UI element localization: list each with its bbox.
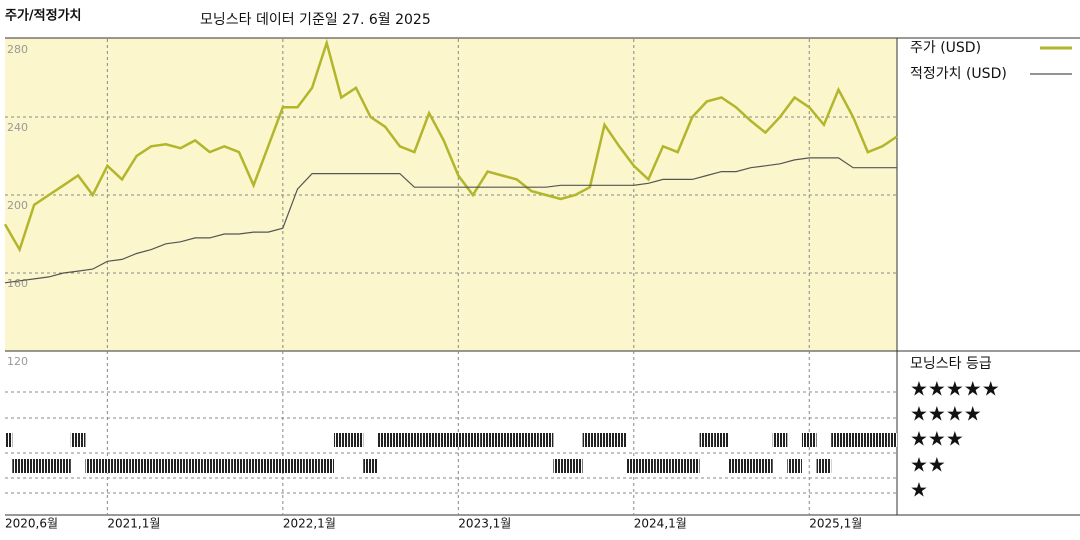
- rating-bar: [421, 433, 437, 447]
- rating-bar: [772, 433, 788, 447]
- rating-bar: [363, 459, 378, 473]
- legend-label: 주가 (USD): [910, 40, 981, 56]
- x-tick-label: 2020,6월: [5, 517, 58, 531]
- rating-bar: [173, 459, 188, 473]
- series-line: [3, 38, 898, 253]
- rating-bar: [728, 459, 744, 473]
- rating-bar: [290, 459, 305, 473]
- rating-bar: [304, 459, 320, 473]
- y-tick-label: 120: [7, 355, 28, 368]
- rating-bar: [114, 459, 130, 473]
- rating-bar: [348, 433, 364, 447]
- x-tick-label: 2023,1월: [458, 517, 511, 531]
- rating-bar: [158, 459, 174, 473]
- rating-bar: [801, 433, 817, 447]
- y-tick-label: 200: [7, 199, 28, 212]
- rating-bar: [655, 459, 671, 473]
- rating-bar: [260, 459, 276, 473]
- rating-bar: [860, 433, 876, 447]
- rating-bar: [597, 433, 612, 447]
- rating-bar: [816, 459, 832, 473]
- rating-bar: [12, 459, 27, 473]
- rating-bar: [845, 433, 861, 447]
- rating-bar: [246, 459, 261, 473]
- legend-label: 적정가치 (USD): [910, 66, 1007, 82]
- rating-level: ★★★★: [910, 402, 982, 426]
- y-tick-label: 160: [7, 277, 28, 290]
- rating-bar: [319, 459, 335, 473]
- rating-level: ★★★★★: [910, 377, 1000, 401]
- rating-bar: [392, 433, 408, 447]
- x-tick-label: 2021,1월: [107, 517, 160, 531]
- rating-bar: [100, 459, 115, 473]
- rating-bar: [407, 433, 422, 447]
- x-tick-label: 2022,1월: [283, 517, 336, 531]
- rating-bar: [641, 459, 656, 473]
- rating-bar: [758, 459, 773, 473]
- y-tick-label: 280: [7, 43, 28, 56]
- rating-bar: [494, 433, 510, 447]
- x-tick-label: 2025,1월: [809, 517, 862, 531]
- rating-bar: [5, 433, 13, 447]
- rating-bar: [70, 433, 86, 447]
- rating-level: ★★: [910, 453, 946, 477]
- rating-level: ★: [910, 478, 928, 502]
- rating-bar: [129, 459, 144, 473]
- rating-bar: [451, 433, 466, 447]
- rating-bar: [41, 459, 57, 473]
- rating-level: ★★★: [910, 427, 964, 451]
- rating-bar: [85, 459, 101, 473]
- rating-bar: [202, 459, 218, 473]
- rating-bar: [611, 433, 627, 447]
- rating-bar: [509, 433, 525, 447]
- rating-bar: [334, 433, 349, 447]
- rating-bar: [787, 459, 802, 473]
- rating-bar: [553, 459, 568, 473]
- rating-bar: [743, 459, 759, 473]
- rating-bar: [699, 433, 715, 447]
- rating-bar: [831, 433, 846, 447]
- rating-bar: [875, 433, 890, 447]
- rating-bar: [626, 459, 642, 473]
- rating-bar: [436, 433, 451, 447]
- rating-bar: [538, 433, 554, 447]
- rating-bar: [143, 459, 159, 473]
- rating-bar: [480, 433, 495, 447]
- rating-title: 모닝스타 등급: [910, 356, 992, 372]
- rating-bar: [567, 459, 583, 473]
- rating-bar: [889, 433, 897, 447]
- rating-bar: [56, 459, 71, 473]
- rating-bar: [231, 459, 247, 473]
- rating-bar: [684, 459, 700, 473]
- x-tick-label: 2024,1월: [634, 517, 687, 531]
- rating-bar: [465, 433, 481, 447]
- rating-bar: [670, 459, 685, 473]
- subtitle: 모닝스타 데이터 기준일 27. 6월 2025: [200, 12, 431, 28]
- rating-bar: [217, 459, 232, 473]
- y-tick-label: 240: [7, 121, 28, 134]
- series-line: [4, 157, 897, 284]
- rating-bar: [714, 433, 729, 447]
- rating-bar: [582, 433, 598, 447]
- rating-bar: [26, 459, 42, 473]
- rating-bar: [275, 459, 291, 473]
- rating-bar: [377, 433, 393, 447]
- chart-title: 주가/적정가치: [5, 8, 82, 24]
- rating-bar: [187, 459, 203, 473]
- rating-bar: [524, 433, 539, 447]
